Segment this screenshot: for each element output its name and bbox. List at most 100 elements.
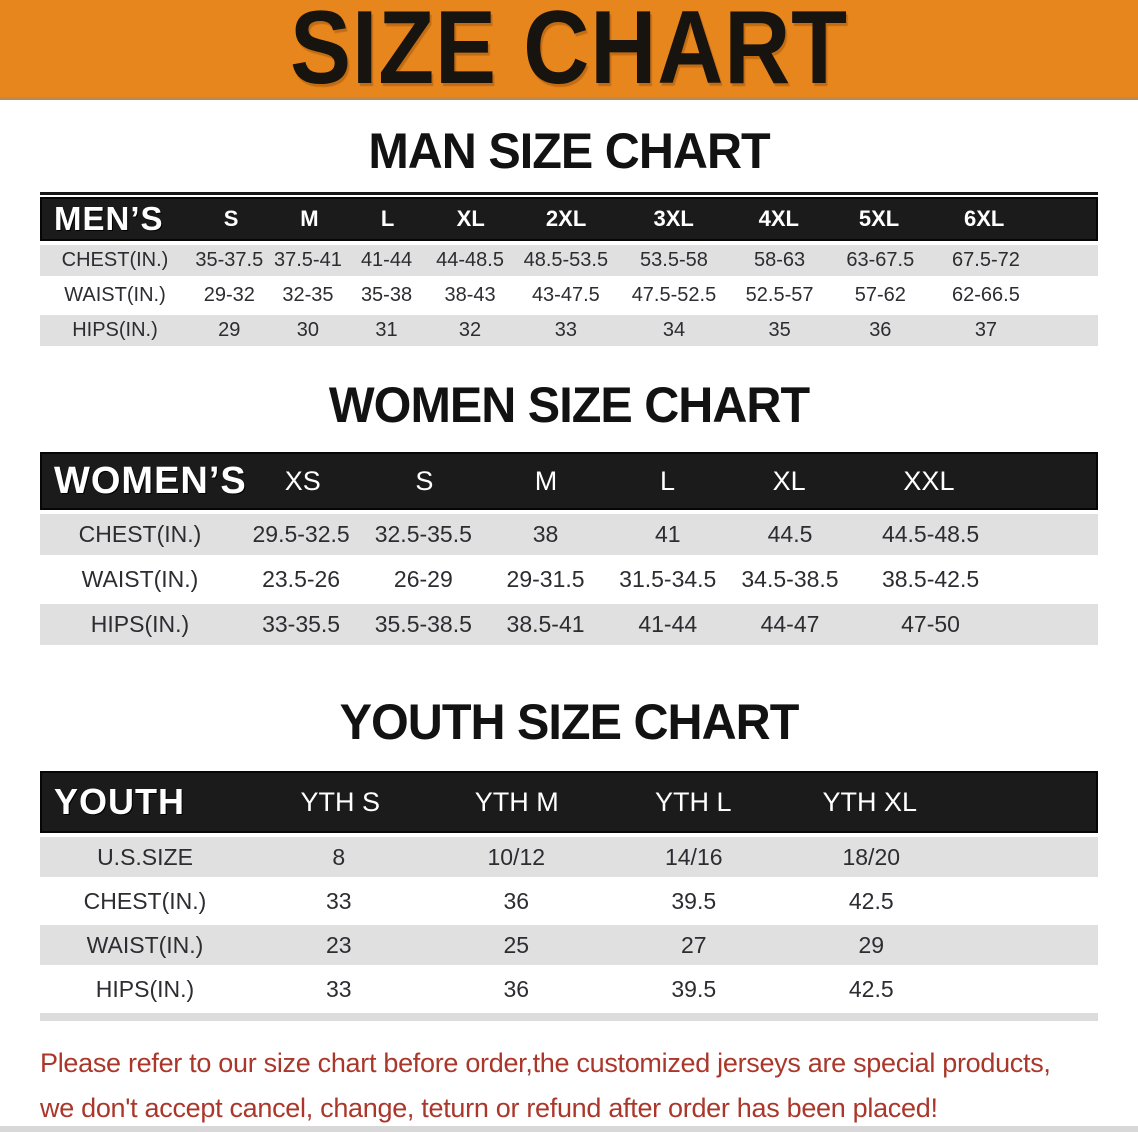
row-label: HIPS(IN.) (95, 975, 195, 1002)
value-cell: 23.5-26 (262, 566, 341, 592)
size-column-header: 3XL (653, 206, 694, 231)
value-cell: 41-44 (360, 249, 413, 271)
size-column-header: 4XL (758, 206, 799, 231)
table-row: HIPS(IN.) 33 36 39.5 42.5 (40, 969, 1098, 1009)
value-cell: 38 (532, 521, 559, 547)
row-label: WAIST(IN.) (86, 931, 204, 958)
value-cell: 14/16 (664, 843, 723, 870)
value-cell: 23 (325, 931, 352, 958)
value-cell: 37.5-41 (273, 249, 342, 271)
row-label: WAIST(IN.) (81, 566, 199, 592)
value-cell: 32-35 (282, 284, 334, 306)
table-row: WAIST(IN.) 29-32 32-35 35-38 38-43 43-47.5 47.… (40, 280, 1098, 311)
value-cell: 44-48.5 (436, 249, 504, 271)
value-cell: 32 (458, 319, 482, 341)
value-cell: 34.5-38.5 (741, 566, 839, 592)
table-header-row: MEN’S S M L XL 2XL 3XL 4XL 5XL 6XL (40, 197, 1098, 241)
value-cell: 43-47.5 (531, 284, 600, 306)
table-header-row: WOMEN’S XS S M L XL XXL (40, 452, 1098, 510)
value-cell: 33 (554, 319, 577, 341)
value-cell: 39.5 (671, 975, 717, 1002)
value-cell: 8 (332, 843, 346, 870)
size-column-header: L (660, 465, 676, 496)
value-cell: 35-38 (360, 284, 413, 306)
size-column-header: YTH L (654, 786, 732, 817)
value-cell: 44.5 (767, 521, 813, 547)
value-cell: 29.5-32.5 (252, 521, 350, 547)
value-cell: 48.5-53.5 (523, 249, 609, 271)
page-bottom-strip (0, 1126, 1138, 1132)
value-cell: 35-37.5 (195, 249, 264, 271)
youth-size-table: YOUTH YTH S YTH M YTH L YTH XL U.S.SIZE 8 10/12… (40, 771, 1098, 1009)
value-cell: 38.5-42.5 (881, 566, 980, 592)
value-cell: 29-31.5 (506, 566, 585, 592)
size-column-header: XS (284, 465, 321, 496)
value-cell: 39.5 (671, 887, 717, 914)
man-size-chart-heading: MAN SIZE CHART (368, 123, 770, 179)
women-size-table: WOMEN’S XS S M L XL XXL CHEST(IN.) 29.5-32.5 32.5… (40, 452, 1098, 645)
youth-size-chart-heading: YOUTH SIZE CHART (339, 694, 800, 750)
value-cell: 35.5-38.5 (374, 611, 472, 637)
value-cell: 32.5-35.5 (374, 521, 472, 547)
row-label: U.S.SIZE (97, 843, 193, 870)
women-size-chart-heading: WOMEN SIZE CHART (328, 377, 810, 433)
footer-note: Please refer to our size chart before or… (40, 1041, 1138, 1131)
size-column-header: M (534, 465, 558, 496)
value-cell: 25 (503, 931, 530, 958)
size-column-header: YTH M (474, 786, 559, 817)
value-cell: 47.5-52.5 (631, 284, 717, 306)
size-chart-banner: SIZE CHART (0, 0, 1138, 100)
size-column-header: 5XL (858, 206, 900, 231)
value-cell: 38.5-41 (506, 611, 585, 637)
table-header-label: WOMEN’S (54, 459, 247, 502)
value-cell: 10/12 (487, 843, 546, 870)
youth-table-bottom-strip (40, 1013, 1098, 1021)
value-cell: 36 (503, 887, 530, 914)
row-label: HIPS(IN.) (72, 319, 158, 341)
value-cell: 34 (662, 319, 686, 341)
value-cell: 27 (680, 931, 707, 958)
value-cell: 41 (654, 521, 681, 547)
footer-note-line1: Please refer to our size chart before or… (40, 1048, 1051, 1078)
value-cell: 33 (325, 975, 352, 1002)
table-row: CHEST(IN.) 29.5-32.5 32.5-35.5 38 41 44.5 44.5… (40, 514, 1098, 555)
value-cell: 57-62 (854, 284, 906, 306)
size-column-header: S (223, 206, 239, 231)
value-cell: 38-43 (444, 284, 496, 306)
men-size-table: MEN’S S M L XL 2XL 3XL 4XL 5XL 6XL CHEST(IN.) 35-37… (40, 192, 1098, 346)
table-row: WAIST(IN.) 23 25 27 29 (40, 925, 1098, 965)
table-row: WAIST(IN.) 23.5-26 26-29 29-31.5 31.5-34.5 34… (40, 559, 1098, 600)
size-column-header: S (415, 465, 434, 496)
row-label: HIPS(IN.) (90, 611, 190, 637)
size-column-header: XL (456, 206, 485, 231)
value-cell: 63-67.5 (846, 249, 915, 271)
size-column-header: L (380, 206, 395, 231)
value-cell: 58-63 (754, 249, 806, 271)
value-cell: 42.5 (848, 975, 894, 1002)
size-column-header: 2XL (545, 206, 587, 231)
value-cell: 62-66.5 (952, 284, 1020, 306)
value-cell: 42.5 (848, 887, 894, 914)
banner-title: SIZE CHART (290, 0, 848, 106)
value-cell: 36 (503, 975, 530, 1002)
row-label: CHEST(IN.) (78, 521, 202, 547)
value-cell: 44-47 (760, 611, 820, 637)
value-cell: 35 (768, 319, 791, 341)
size-column-header: 6XL (964, 206, 1005, 231)
table-row: HIPS(IN.) 29 30 31 32 33 34 35 36 37 (40, 315, 1098, 346)
value-cell: 33-35.5 (262, 611, 341, 637)
value-cell: 41-44 (638, 611, 698, 637)
row-label: WAIST(IN.) (64, 284, 166, 306)
table-header-label: MEN’S (54, 200, 164, 237)
size-column-header: XXL (903, 465, 955, 496)
size-column-header: YTH S (300, 786, 380, 817)
table-row: CHEST(IN.) 35-37.5 37.5-41 41-44 44-48.5 48.5… (40, 245, 1098, 276)
table-header-label: YOUTH (54, 781, 185, 822)
row-label: CHEST(IN.) (83, 887, 207, 914)
table-header-row: YOUTH YTH S YTH M YTH L YTH XL (40, 771, 1098, 833)
value-cell: 31.5-34.5 (619, 566, 717, 592)
value-cell: 30 (296, 319, 320, 341)
value-cell: 18/20 (842, 843, 901, 870)
row-label: CHEST(IN.) (61, 249, 169, 271)
